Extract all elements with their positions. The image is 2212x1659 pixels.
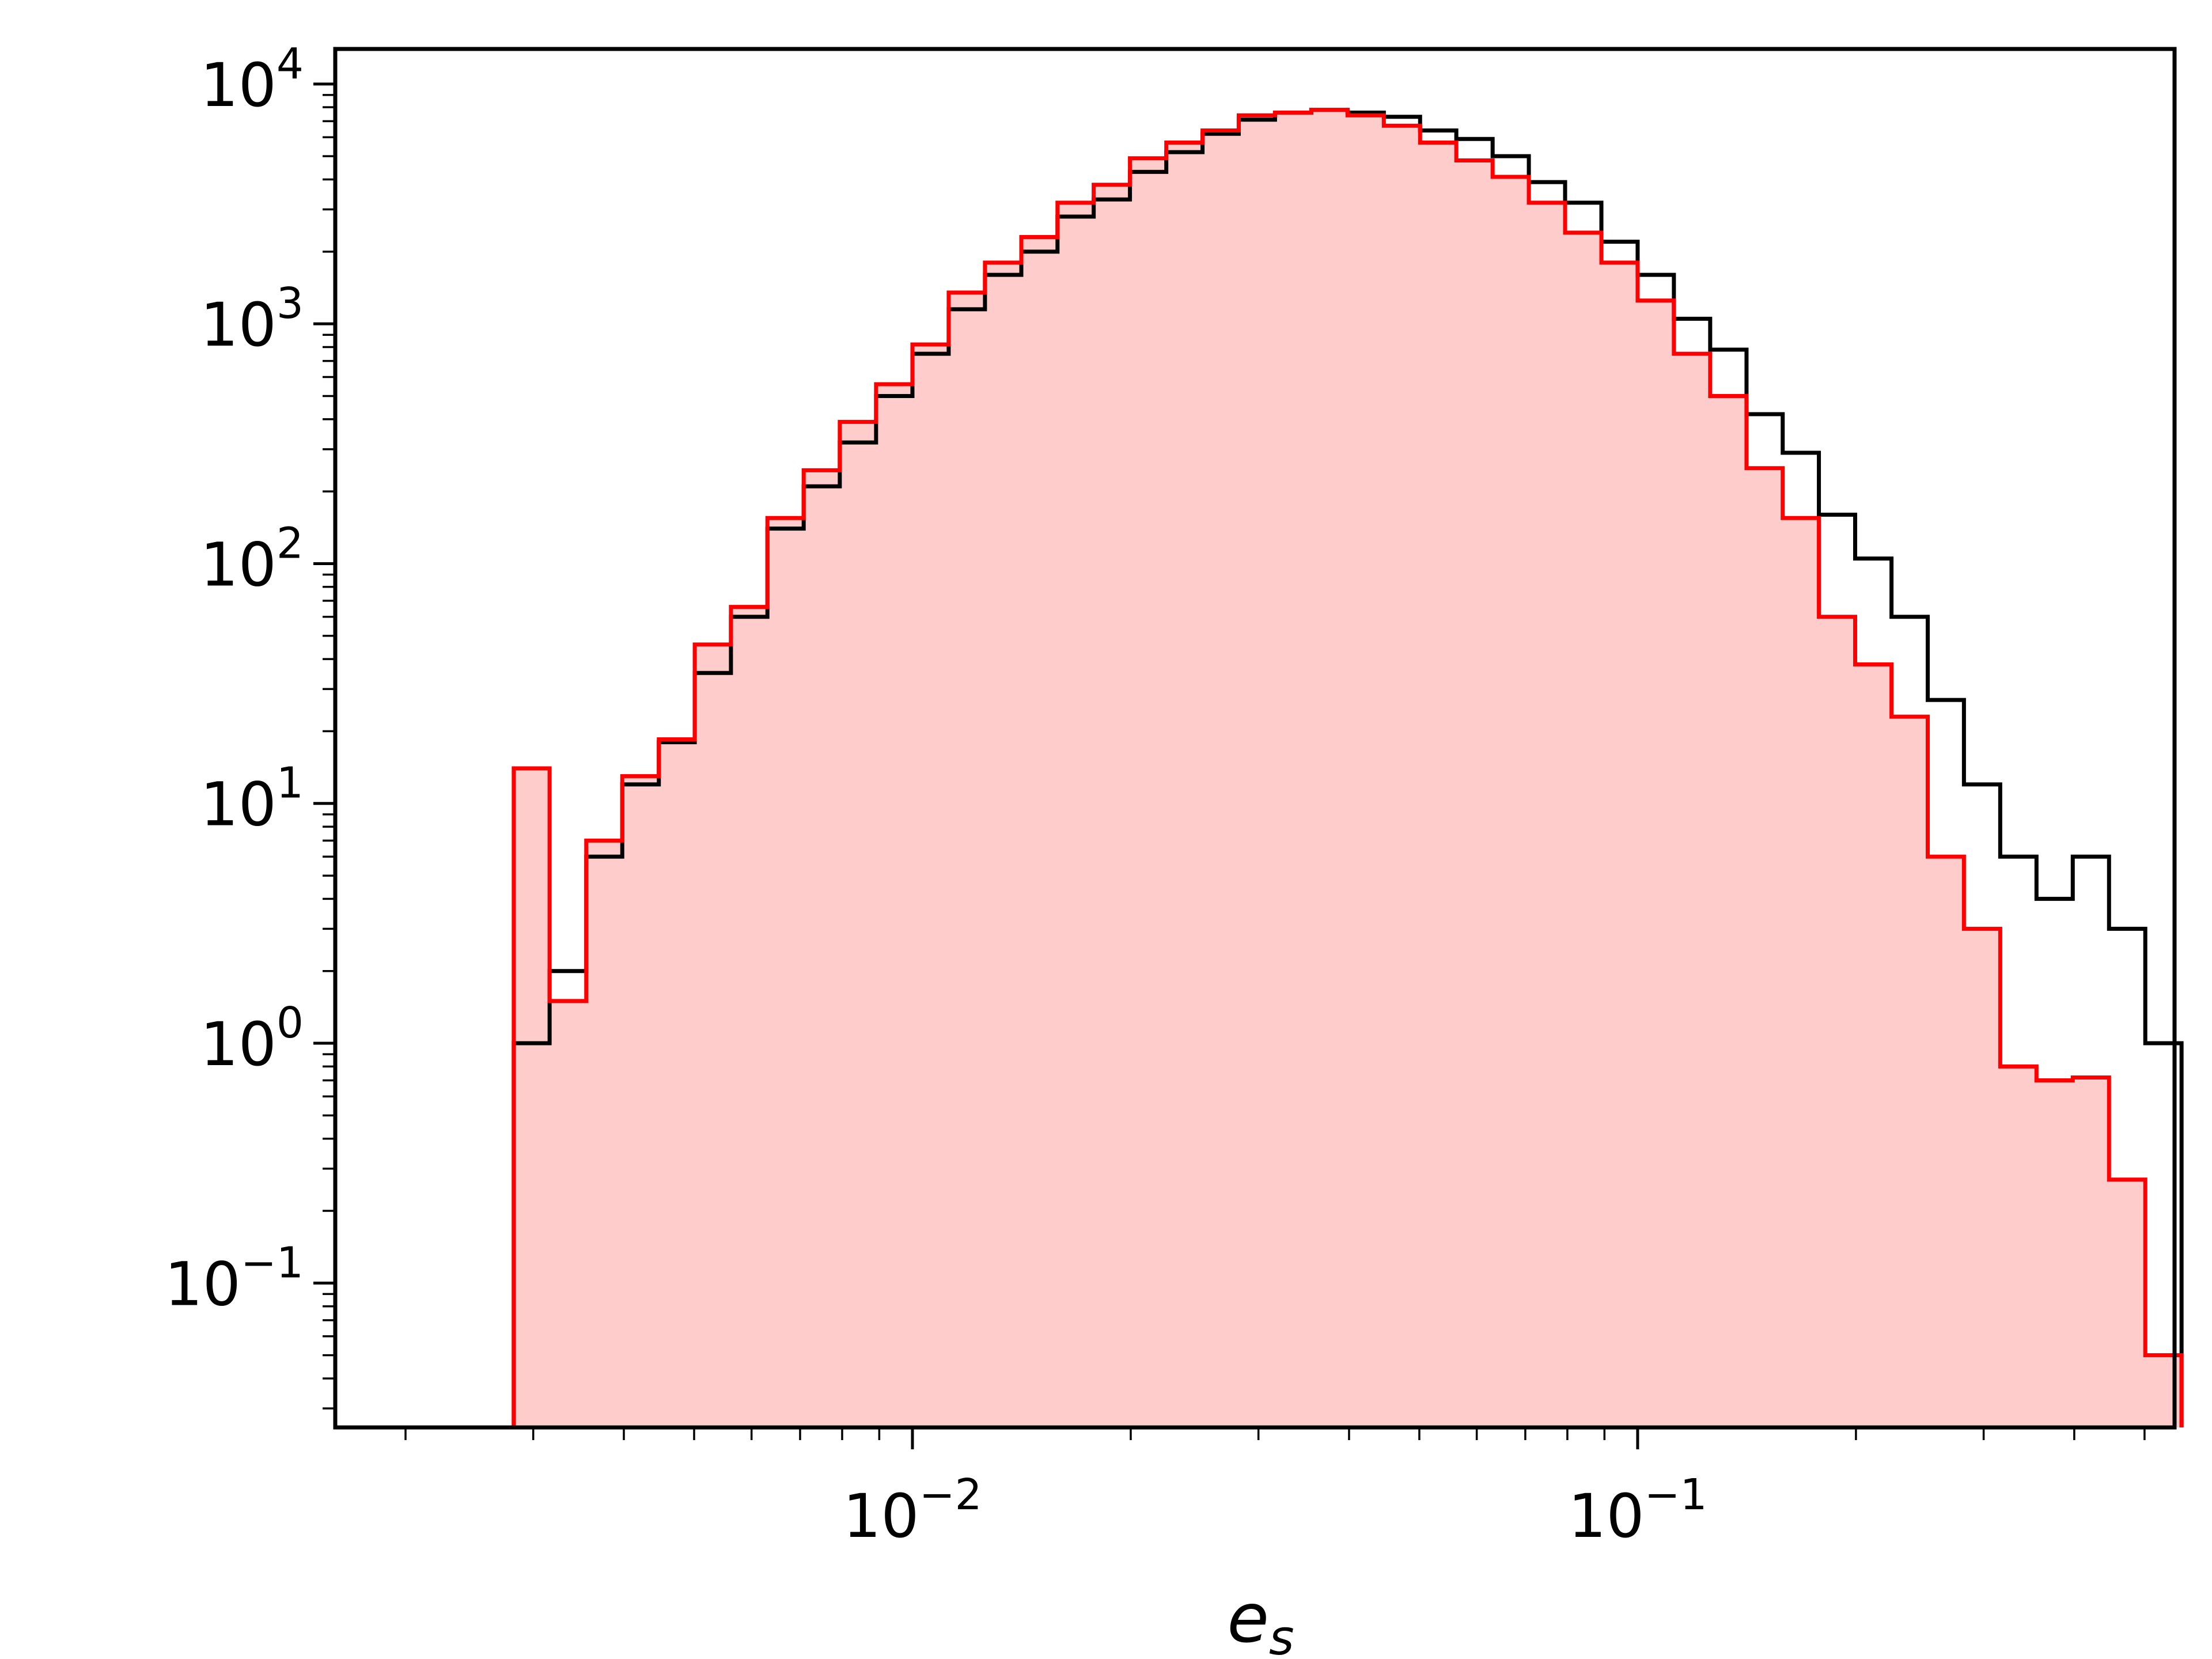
- x-axis-label: es: [1227, 1578, 1294, 1659]
- x-axis-label-main: e: [1227, 1578, 1269, 1658]
- y-tick-label-base: 10: [200, 529, 276, 600]
- y-tick-label-base: 10: [200, 50, 276, 120]
- y-tick-label-base: 10: [200, 770, 276, 840]
- x-tick-label-exponent: −1: [1645, 1470, 1707, 1520]
- y-tick-label-exponent: 1: [276, 759, 304, 808]
- y-tick-label-base: 10: [200, 1009, 276, 1080]
- series-1-fill: [513, 109, 2182, 1428]
- series-1-step-line: [512, 108, 2184, 1427]
- series-layer: [512, 108, 2184, 1428]
- y-tick-label: 102: [200, 518, 304, 600]
- y-tick-label: 101: [200, 759, 304, 840]
- y-tick-label-exponent: 4: [276, 39, 304, 89]
- y-tick-label-exponent: 0: [276, 998, 304, 1048]
- y-tick-label-exponent: 2: [276, 518, 304, 568]
- x-tick-label-base: 10: [1568, 1481, 1644, 1551]
- x-tick-label: 10−2: [843, 1470, 982, 1551]
- ticks-layer: [313, 82, 2146, 1449]
- y-tick-label-exponent: −1: [241, 1238, 304, 1287]
- plot-frame: [333, 47, 2177, 1430]
- y-tick-label-base: 10: [165, 1249, 241, 1319]
- x-tick-label-exponent: −2: [919, 1470, 982, 1520]
- y-tick-label-exponent: 3: [276, 279, 304, 328]
- y-tick-label: 103: [200, 279, 304, 360]
- y-tick-label: 100: [200, 998, 304, 1080]
- x-tick-label: 10−1: [1568, 1470, 1707, 1551]
- x-axis-label-subscript: s: [1269, 1609, 1294, 1659]
- y-tick-label-base: 10: [200, 290, 276, 360]
- y-tick-label: 10−1: [165, 1238, 304, 1319]
- x-tick-label-base: 10: [843, 1481, 919, 1551]
- y-tick-label: 104: [200, 39, 304, 120]
